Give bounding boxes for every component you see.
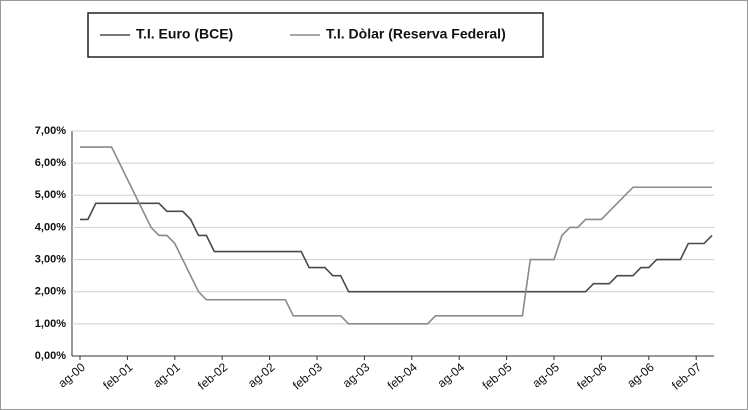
y-tick-label: 5,00% <box>35 189 66 201</box>
y-tick-label: 6,00% <box>35 157 66 169</box>
legend-box <box>87 12 544 58</box>
legend-label: T.I. Euro (BCE) <box>136 26 233 42</box>
y-tick-label: 7,00% <box>35 125 66 137</box>
y-tick-label: 2,00% <box>35 286 66 298</box>
series-line <box>80 202 713 293</box>
series-line <box>80 146 712 325</box>
y-tick-label: 3,00% <box>35 253 66 265</box>
y-tick-label: 0,00% <box>35 350 66 362</box>
y-tick-label: 1,00% <box>35 318 66 330</box>
legend-label: T.I. Dòlar (Reserva Federal) <box>326 26 506 42</box>
y-tick-label: 4,00% <box>35 221 66 233</box>
